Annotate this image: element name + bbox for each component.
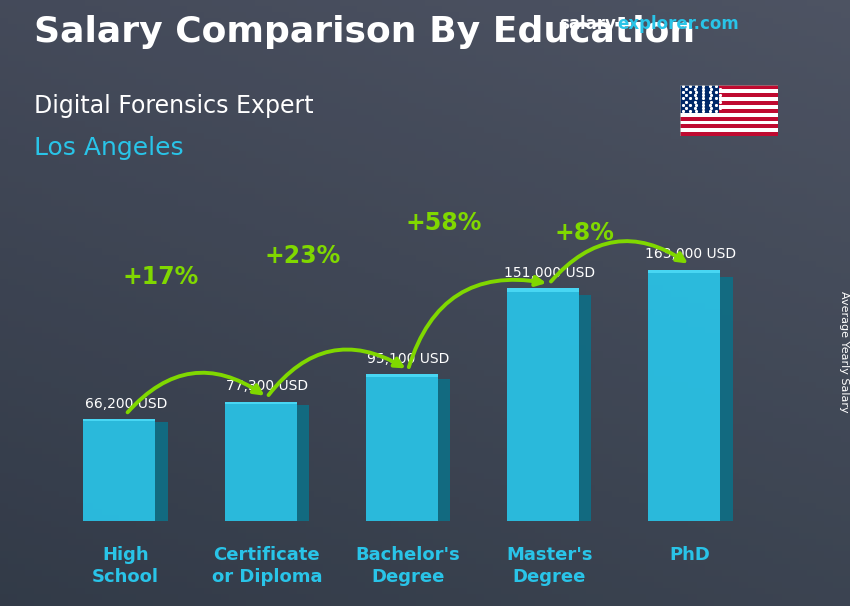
Bar — [438, 379, 450, 521]
Bar — [366, 375, 438, 377]
Bar — [680, 108, 778, 113]
Bar — [83, 419, 156, 521]
Text: 163,000 USD: 163,000 USD — [644, 247, 736, 261]
Text: 77,300 USD: 77,300 USD — [226, 379, 308, 393]
Bar — [224, 402, 297, 521]
Bar — [680, 132, 778, 136]
Bar — [680, 121, 778, 124]
Text: Average Yearly Salary: Average Yearly Salary — [839, 291, 849, 412]
Text: 66,200 USD: 66,200 USD — [84, 396, 167, 410]
Bar — [156, 422, 168, 521]
Text: +58%: +58% — [405, 210, 481, 235]
Bar — [680, 89, 778, 93]
Bar — [366, 375, 438, 521]
Bar — [83, 419, 156, 421]
Text: Certificate
or Diploma: Certificate or Diploma — [212, 546, 322, 586]
Bar — [507, 288, 579, 291]
Bar — [680, 85, 719, 113]
Text: 151,000 USD: 151,000 USD — [503, 266, 595, 280]
Bar — [297, 405, 309, 521]
Text: Digital Forensics Expert: Digital Forensics Expert — [34, 94, 314, 118]
Text: +17%: +17% — [123, 265, 199, 289]
Text: +23%: +23% — [264, 244, 340, 268]
Bar — [680, 101, 778, 105]
Bar — [680, 128, 778, 132]
Bar — [680, 113, 778, 116]
Text: +8%: +8% — [554, 221, 615, 245]
Text: 95,100 USD: 95,100 USD — [367, 352, 449, 366]
Bar — [224, 402, 297, 404]
Bar — [648, 270, 720, 521]
Bar — [720, 278, 733, 521]
Text: Bachelor's
Degree: Bachelor's Degree — [355, 546, 461, 586]
Text: salary: salary — [559, 15, 616, 33]
Bar — [648, 270, 720, 273]
Text: Master's
Degree: Master's Degree — [506, 546, 592, 586]
Text: explorer.com: explorer.com — [617, 15, 739, 33]
Bar — [680, 93, 778, 97]
Text: Los Angeles: Los Angeles — [34, 136, 184, 161]
Text: High
School: High School — [93, 546, 159, 586]
Bar — [507, 288, 579, 521]
Bar — [680, 116, 778, 121]
Text: PhD: PhD — [670, 546, 711, 564]
Bar — [579, 295, 592, 521]
Text: Salary Comparison By Education: Salary Comparison By Education — [34, 15, 695, 49]
Bar — [680, 105, 778, 108]
Bar — [680, 85, 778, 89]
Bar — [680, 97, 778, 101]
Bar — [680, 124, 778, 128]
